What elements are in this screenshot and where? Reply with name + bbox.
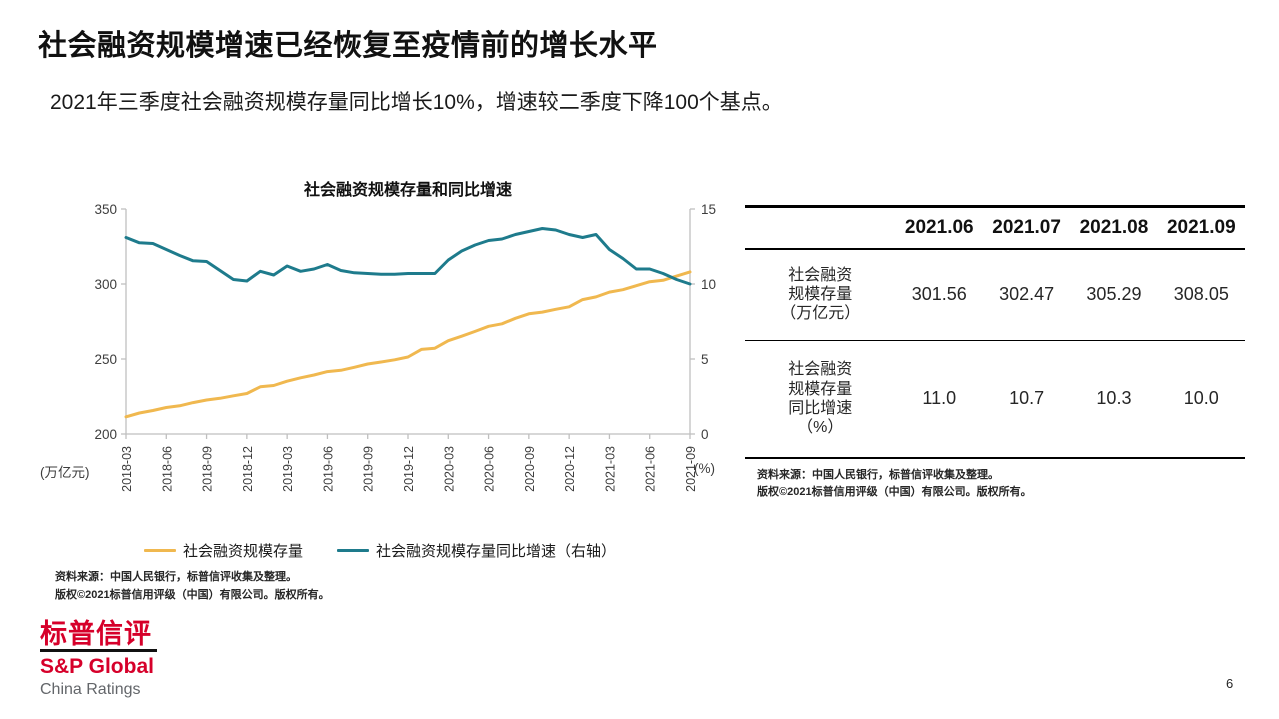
svg-text:350: 350 [94,202,117,217]
svg-text:15: 15 [701,202,716,217]
logo-chinese-name: 标普信评 [40,619,152,649]
left-axis-unit-label: (万亿元) [40,465,90,480]
page-title: 社会融资规模增速已经恢复至疫情前的增长水平 [38,30,658,62]
table-row: 社会融资 规模存量 （万亿元） 301.56 302.47 305.29 308… [745,249,1245,341]
svg-text:2021-06: 2021-06 [644,446,658,492]
row-label-line: （万亿元） [780,305,861,323]
svg-text:2020-09: 2020-09 [523,446,537,492]
growth-value-2021-08: 10.3 [1096,388,1132,409]
stock-value-2021-07: 302.47 [999,284,1055,305]
table-header-2021-08: 2021.08 [1079,217,1149,238]
svg-text:2018-09: 2018-09 [201,446,215,492]
row-label-growth: 社会融资 规模存量 同比增速 （%） [745,340,896,458]
svg-text:2019-03: 2019-03 [281,446,295,492]
table-source-note: 资料来源：中国人民银行，标普信评收集及整理。 [757,468,999,481]
row-label-line: 规模存量 [788,286,853,304]
growth-line-swatch-icon [337,548,369,553]
svg-text:10: 10 [701,277,716,292]
svg-text:2020-12: 2020-12 [563,446,577,492]
svg-text:2020-06: 2020-06 [483,446,497,492]
svg-text:5: 5 [701,352,709,367]
stock-value-2021-06: 301.56 [911,284,967,305]
svg-text:2020-03: 2020-03 [442,446,456,492]
stock-value-2021-09: 308.05 [1173,284,1229,305]
logo-divider [40,649,157,652]
table-copyright-note: 版权©2021标普信用评级（中国）有限公司。版权所有。 [757,486,1032,499]
data-table: 2021.06 2021.07 2021.08 2021.09 社会融资 规模存… [745,205,1245,459]
row-label-line: （%） [797,418,844,436]
svg-text:2019-12: 2019-12 [402,446,416,492]
chart-legend: 社会融资规模存量 社会融资规模存量同比增速（右轴） [20,540,740,561]
svg-text:2019-09: 2019-09 [362,446,376,492]
data-table-section: 2021.06 2021.07 2021.08 2021.09 社会融资 规模存… [745,205,1245,502]
svg-text:2018-03: 2018-03 [120,446,134,492]
chart-title: 社会融资规模存量和同比增速 [303,182,512,199]
table-header-2021-07: 2021.07 [992,217,1061,238]
logo-china-ratings: China Ratings [40,681,141,698]
row-label-stock: 社会融资 规模存量 （万亿元） [745,249,896,341]
svg-text:250: 250 [94,352,117,367]
chart-source-note: 资料来源：中国人民银行，标普信评收集及整理。 [55,571,297,583]
row-label-line: 同比增速 [788,399,853,417]
svg-text:2018-12: 2018-12 [241,446,255,492]
table-notes: 资料来源：中国人民银行，标普信评收集及整理。 版权©2021标普信用评级（中国）… [745,467,1245,502]
line-chart: 社会融资规模存量和同比增速 350 300 250 200 15 10 5 0 2018-03 2… [20,166,740,616]
table-corner-cell [745,207,896,249]
row-label-line: 社会融资 [788,266,853,284]
stock-line-swatch-icon [143,548,176,553]
table-header-2021-09: 2021.09 [1166,217,1236,238]
growth-value-2021-06: 11.0 [922,388,957,409]
table-header-2021-06: 2021.06 [904,217,974,238]
svg-text:2021-09: 2021-09 [684,446,698,492]
chart-plot-area: 350 300 250 200 15 10 5 0 2018-03 2018-06 2018-09 2… [94,202,716,492]
svg-text:0: 0 [701,427,709,442]
growth-value-2021-07: 10.7 [1009,388,1045,409]
logo-sp-global: S&P Global [40,655,154,678]
chart-copyright-note: 版权©2021标普信用评级（中国）有限公司。版权所有。 [55,589,330,601]
legend-label-stock: 社会融资规模存量 [182,543,303,560]
page-subtitle: 2021年三季度社会融资规模存量同比增长10%，增速较二季度下降100个基点。 [50,91,783,114]
svg-text:200: 200 [94,427,117,442]
row-label-line: 社会融资 [788,361,853,379]
stock-value-2021-08: 305.29 [1086,284,1142,305]
page-number: 6 [1226,676,1234,691]
legend-label-growth: 社会融资规模存量同比增速（右轴） [376,543,617,560]
svg-text:2018-06: 2018-06 [160,446,174,492]
svg-text:2021-03: 2021-03 [603,446,617,492]
row-label-line: 规模存量 [788,380,853,398]
svg-text:2019-06: 2019-06 [321,446,335,492]
table-header-row: 2021.06 2021.07 2021.08 2021.09 [745,206,1245,249]
legend-item-stock: 社会融资规模存量 [143,540,303,561]
growth-value-2021-09: 10.0 [1183,388,1219,409]
right-axis-unit-label: (%) [694,461,715,476]
svg-text:300: 300 [94,277,117,292]
legend-item-growth: 社会融资规模存量同比增速（右轴） [337,540,616,561]
table-row: 社会融资 规模存量 同比增速 （%） 11.0 10.7 10.3 10.0 [745,340,1245,458]
